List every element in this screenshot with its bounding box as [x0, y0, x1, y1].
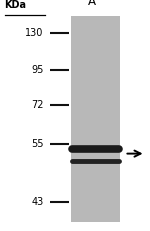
Text: KDa: KDa: [4, 0, 27, 10]
Text: 43: 43: [31, 197, 44, 207]
Bar: [70, 16, 120, 222]
Text: 130: 130: [25, 28, 44, 39]
Text: 72: 72: [31, 100, 44, 110]
Text: 55: 55: [31, 139, 44, 149]
Text: A: A: [88, 0, 96, 8]
Text: 95: 95: [31, 65, 44, 76]
